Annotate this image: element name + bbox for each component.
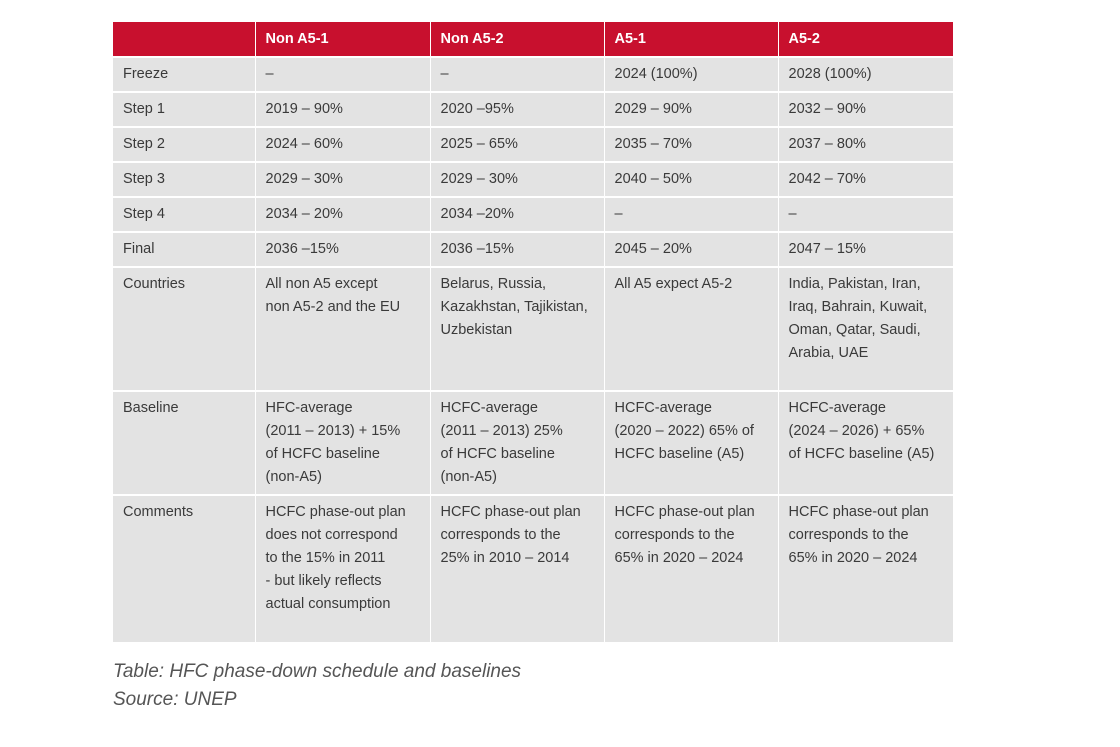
table-cell: 2034 –20%: [429, 196, 604, 232]
caption-source: Source: UNEP: [113, 689, 237, 710]
row-label: Step 3: [113, 161, 255, 197]
caption-title: Table: HFC phase-down schedule and basel…: [113, 661, 522, 682]
row-label: Step 1: [113, 91, 255, 127]
table-cell: India, Pakistan, Iran, Iraq, Bahrain, Ku…: [777, 266, 953, 391]
row-label: Final: [113, 231, 255, 267]
table-cell: 2036 –15%: [429, 231, 604, 267]
row-label: Baseline: [113, 390, 255, 495]
table-cell: 2040 – 50%: [603, 161, 778, 197]
row-label: Step 2: [113, 126, 255, 162]
table-cell: HCFC phase-out plan corresponds to the 6…: [777, 494, 953, 642]
table-cell: All non A5 except non A5-2 and the EU: [254, 266, 430, 391]
row-label: Countries: [113, 266, 255, 391]
table-cell: –: [603, 196, 778, 232]
table-row-baseline: Baseline HFC-average (2011 – 2013) + 15%…: [113, 390, 953, 495]
table-header-row: Non A5-1 Non A5-2 A5-1 A5-2: [113, 22, 953, 57]
table-cell: All A5 expect A5-2: [603, 266, 778, 391]
table-cell: 2019 – 90%: [254, 91, 430, 127]
phase-down-table: Non A5-1 Non A5-2 A5-1 A5-2 Freeze – – 2…: [113, 22, 953, 642]
row-label: Step 4: [113, 196, 255, 232]
table-cell: 2029 – 30%: [254, 161, 430, 197]
table-cell: 2028 (100%): [777, 56, 953, 92]
table-cell: –: [254, 56, 430, 92]
table-row-step-4: Step 4 2034 – 20% 2034 –20% – –: [113, 196, 953, 232]
table-cell: Belarus, Russia, Kazakhstan, Tajikistan,…: [429, 266, 604, 391]
table-cell: –: [429, 56, 604, 92]
table-row-final: Final 2036 –15% 2036 –15% 2045 – 20% 204…: [113, 231, 953, 267]
table-row-countries: Countries All non A5 except non A5-2 and…: [113, 266, 953, 391]
row-label: Freeze: [113, 56, 255, 92]
row-label: Comments: [113, 494, 255, 642]
table-cell: 2029 – 30%: [429, 161, 604, 197]
table-cell: 2025 – 65%: [429, 126, 604, 162]
table-cell: 2037 – 80%: [777, 126, 953, 162]
table-cell: 2024 (100%): [603, 56, 778, 92]
table-cell: HCFC-average (2020 – 2022) 65% of HCFC b…: [603, 390, 778, 495]
table-cell: –: [777, 196, 953, 232]
table-cell: HCFC phase-out plan does not correspond …: [254, 494, 430, 642]
header-a5-1: A5-1: [603, 22, 778, 57]
table-cell: 2029 – 90%: [603, 91, 778, 127]
table-cell: 2034 – 20%: [254, 196, 430, 232]
header-a5-2: A5-2: [777, 22, 953, 57]
header-non-a5-1: Non A5-1: [254, 22, 430, 57]
table-row-freeze: Freeze – – 2024 (100%) 2028 (100%): [113, 56, 953, 92]
table-cell: 2045 – 20%: [603, 231, 778, 267]
table-row-step-3: Step 3 2029 – 30% 2029 – 30% 2040 – 50% …: [113, 161, 953, 197]
table-cell: HCFC phase-out plan corresponds to the 6…: [603, 494, 778, 642]
table-cell: HCFC-average (2011 – 2013) 25% of HCFC b…: [429, 390, 604, 495]
table-cell: 2024 – 60%: [254, 126, 430, 162]
header-empty: [113, 22, 255, 57]
table-cell: 2020 –95%: [429, 91, 604, 127]
table-cell: 2036 –15%: [254, 231, 430, 267]
table-row-comments: Comments HCFC phase-out plan does not co…: [113, 494, 953, 642]
header-non-a5-2: Non A5-2: [429, 22, 604, 57]
table-cell: HCFC phase-out plan corresponds to the 2…: [429, 494, 604, 642]
table-cell: HCFC-average (2024 – 2026) + 65% of HCFC…: [777, 390, 953, 495]
table-row-step-2: Step 2 2024 – 60% 2025 – 65% 2035 – 70% …: [113, 126, 953, 162]
table-row-step-1: Step 1 2019 – 90% 2020 –95% 2029 – 90% 2…: [113, 91, 953, 127]
table-cell: 2035 – 70%: [603, 126, 778, 162]
table-cell: 2032 – 90%: [777, 91, 953, 127]
table-cell: HFC-average (2011 – 2013) + 15% of HCFC …: [254, 390, 430, 495]
table-cell: 2042 – 70%: [777, 161, 953, 197]
table-caption: Table: HFC phase-down schedule and basel…: [113, 658, 521, 714]
table-cell: 2047 – 15%: [777, 231, 953, 267]
